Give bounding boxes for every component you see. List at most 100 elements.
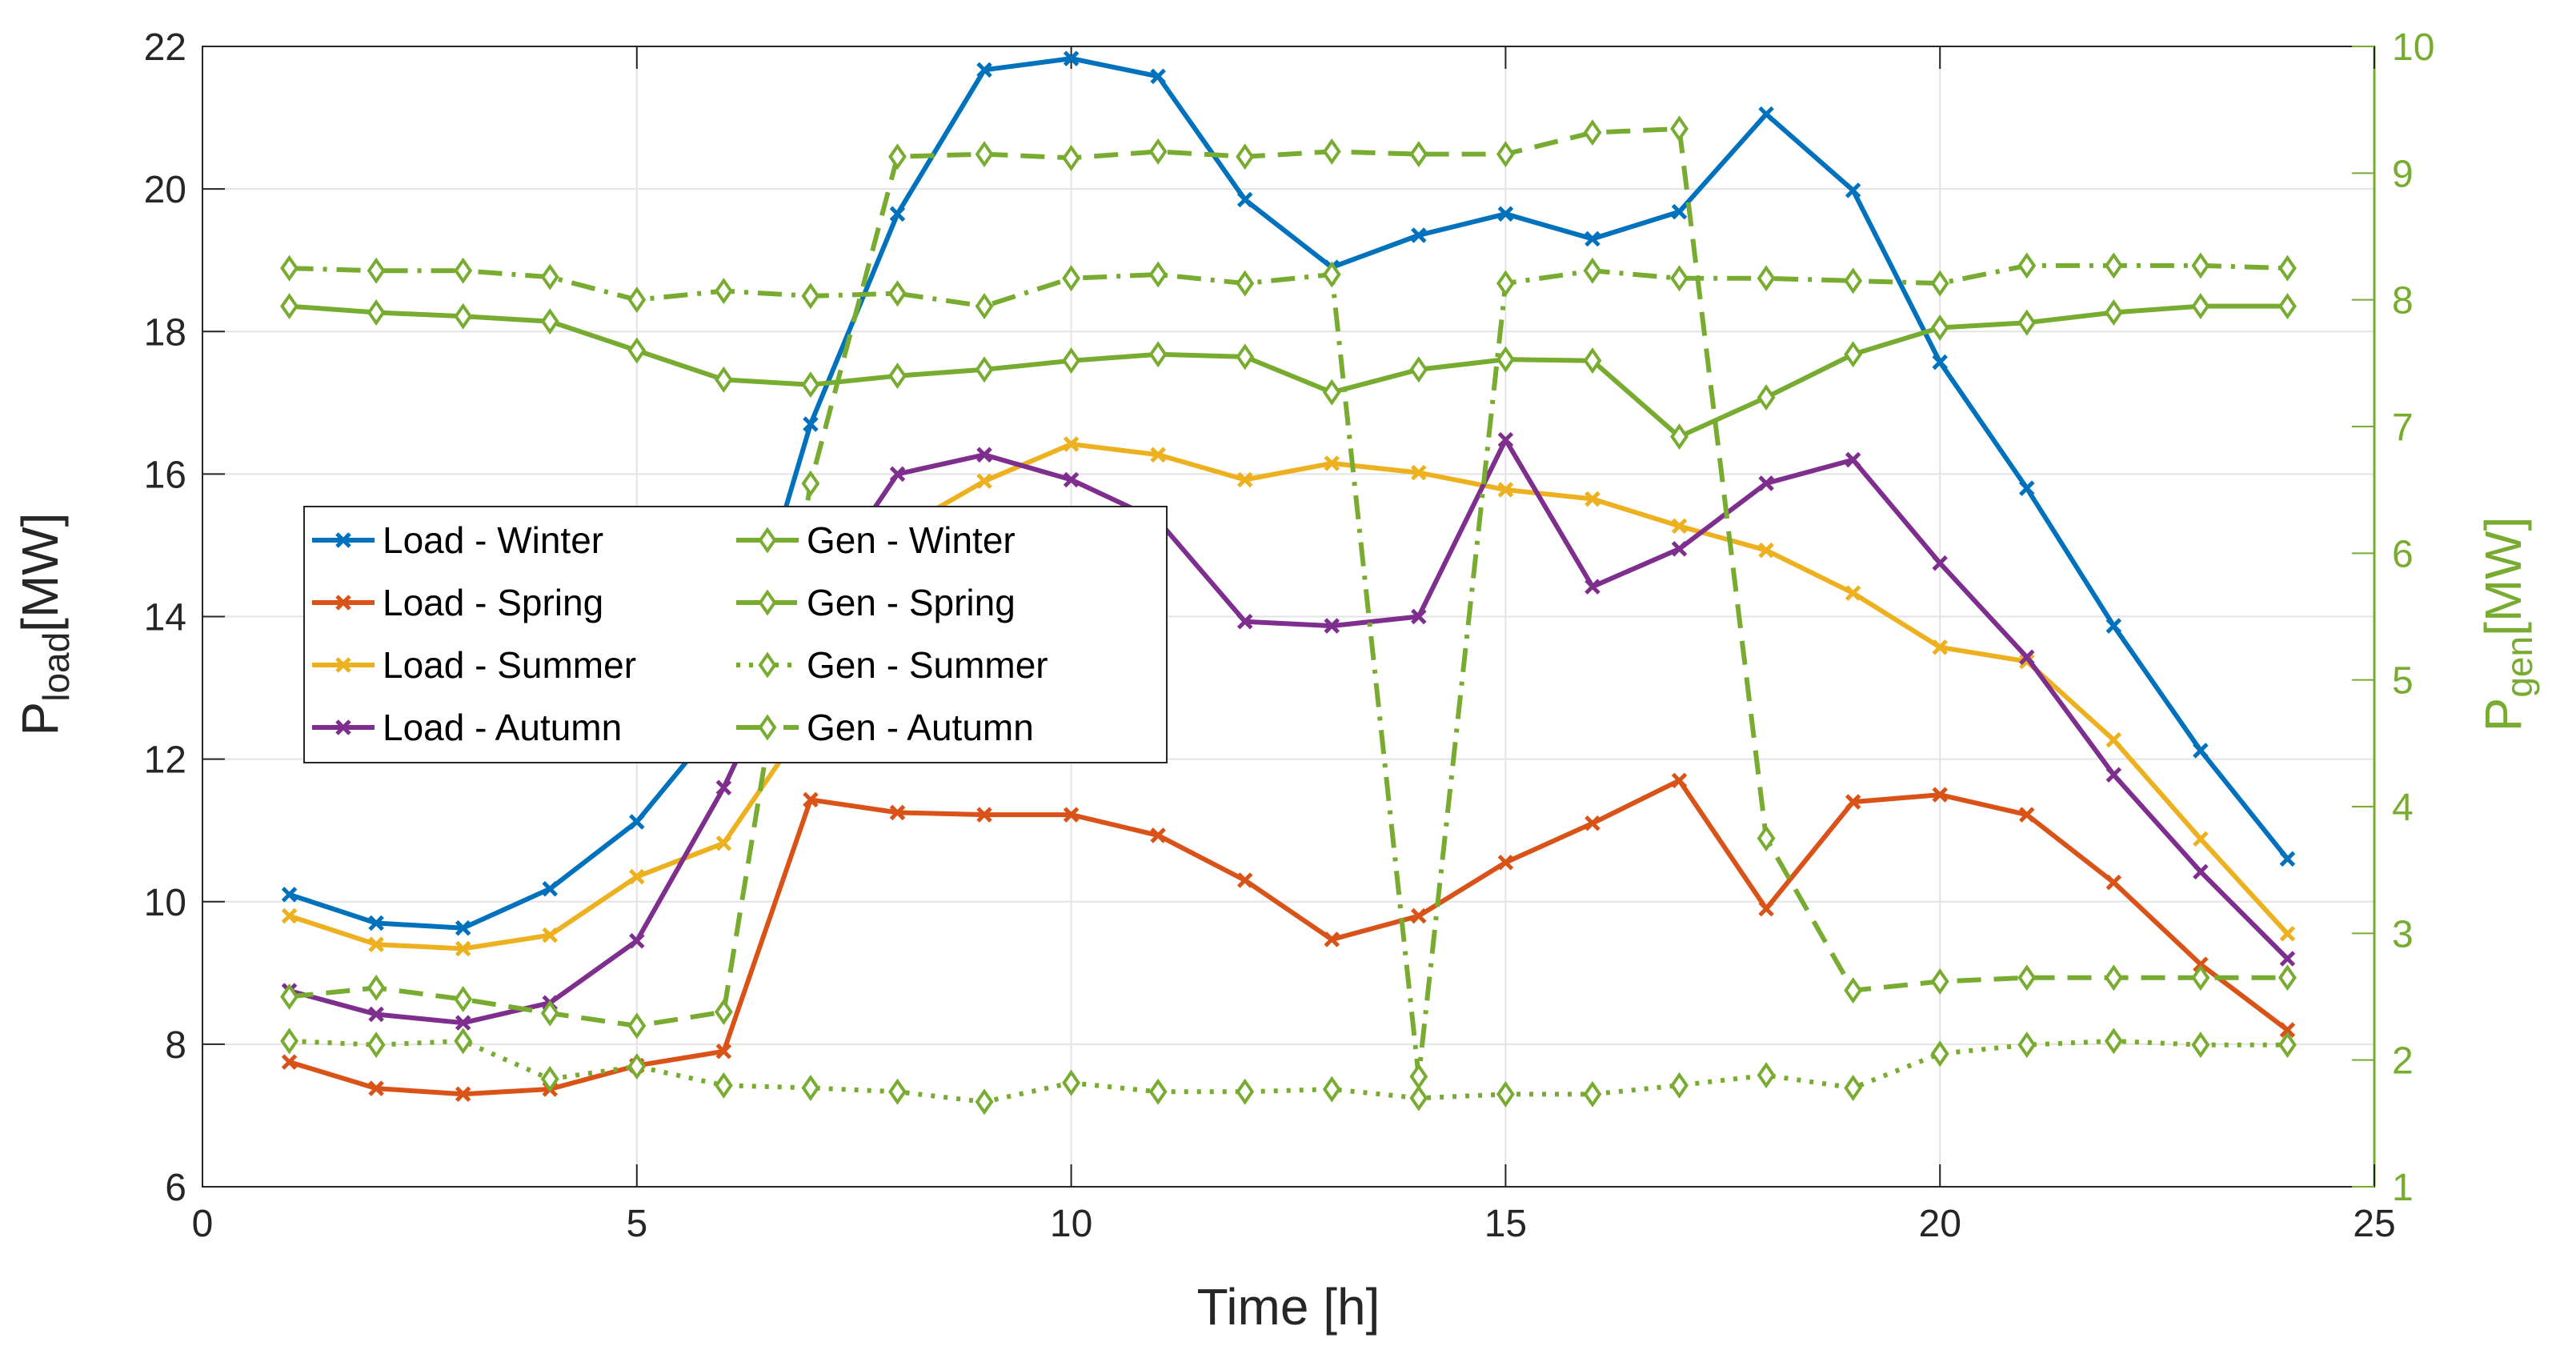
data-point — [540, 999, 559, 1027]
data-point — [2017, 1032, 2037, 1059]
data-point — [1148, 1078, 1168, 1105]
data-point — [1930, 314, 1949, 342]
data-point — [1845, 451, 1861, 468]
legend-marker — [335, 532, 351, 548]
data-point — [280, 1028, 298, 1055]
data-point — [368, 1080, 384, 1096]
x-tick-label: 10 — [1050, 1203, 1092, 1245]
legend-entry: Load - Summer — [312, 644, 636, 686]
data-point — [1411, 907, 1427, 924]
data-point — [2191, 293, 2210, 320]
series-line — [289, 1038, 2288, 1104]
data-point — [1671, 772, 1688, 789]
data-point — [2193, 863, 2209, 880]
legend-entry: Load - Spring — [312, 582, 603, 623]
data-point — [1583, 1080, 1602, 1108]
data-point — [368, 936, 384, 952]
y-left-title-sub: load — [35, 632, 77, 702]
data-point — [1150, 68, 1166, 85]
data-point — [1584, 230, 1600, 247]
data-point — [2191, 1032, 2210, 1059]
data-point — [1324, 455, 1340, 471]
data-point — [281, 907, 298, 924]
y-right-tick-label: 9 — [2392, 153, 2414, 195]
data-point — [629, 932, 645, 949]
y-left-tick-label: 8 — [165, 1024, 186, 1067]
data-point — [888, 1078, 907, 1105]
series-gen-autumn — [280, 252, 2297, 1090]
data-point — [889, 466, 906, 483]
data-point — [1322, 138, 1341, 165]
data-point — [1671, 518, 1688, 535]
series-line — [289, 303, 2288, 439]
data-point — [627, 286, 647, 314]
x-tick-label: 0 — [192, 1203, 214, 1245]
data-point — [1236, 270, 1255, 297]
data-point — [715, 1044, 732, 1060]
data-point — [1236, 143, 1255, 170]
series-load-spring — [281, 772, 2296, 1102]
y-right-tick-label: 5 — [2392, 660, 2414, 703]
data-point — [976, 447, 992, 463]
data-point — [2278, 293, 2297, 320]
y-right-axis-title: Pgen[MW] — [2474, 517, 2540, 732]
data-point — [281, 887, 298, 903]
data-point — [1322, 379, 1341, 406]
data-point — [2279, 926, 2296, 942]
data-point — [1583, 119, 1602, 146]
series-gen-spring — [280, 115, 2297, 1040]
data-point — [2104, 1028, 2123, 1055]
data-point — [1324, 618, 1340, 634]
data-point — [715, 779, 732, 796]
data-point — [1932, 354, 1948, 371]
data-point — [1236, 613, 1253, 630]
y-right-tick-label: 6 — [2392, 533, 2414, 575]
data-point — [1932, 639, 1948, 655]
y-right-tick-label: 8 — [2392, 280, 2414, 322]
data-point — [1930, 270, 1949, 297]
series-line — [288, 56, 2290, 931]
legend-marker — [335, 719, 351, 735]
data-point — [801, 1074, 820, 1102]
y-left-tick-label: 10 — [144, 882, 186, 924]
data-point — [627, 1053, 647, 1080]
data-point — [2193, 831, 2209, 847]
x-tick-label: 20 — [1919, 1203, 1961, 1245]
data-point — [1844, 977, 1863, 1004]
data-point — [1411, 227, 1427, 243]
data-point — [975, 1088, 994, 1116]
y-right-tick-label: 1 — [2392, 1167, 2414, 1209]
y-right-tick-label: 7 — [2392, 407, 2414, 449]
data-point — [2018, 480, 2035, 496]
y-left-tick-label: 12 — [144, 739, 186, 782]
data-point — [888, 280, 907, 307]
data-point — [1670, 265, 1689, 292]
data-point — [888, 143, 907, 170]
data-point — [715, 835, 732, 851]
data-point — [1757, 1062, 1776, 1089]
data-point — [1063, 50, 1080, 66]
data-point — [1236, 1078, 1255, 1105]
data-point — [1583, 257, 1602, 284]
data-point — [629, 868, 645, 885]
data-point — [1930, 1040, 1949, 1068]
series-load-summer — [281, 436, 2296, 957]
data-point — [1758, 900, 1774, 917]
data-point — [2017, 309, 2037, 336]
data-point — [2278, 254, 2297, 282]
data-point — [1411, 464, 1427, 481]
data-point — [2017, 252, 2037, 279]
data-point — [280, 983, 298, 1011]
data-point — [1062, 144, 1081, 171]
y-left-tick-label: 22 — [144, 26, 186, 69]
data-point — [455, 1086, 471, 1102]
data-point — [975, 293, 994, 320]
data-point — [1496, 141, 1515, 168]
data-point — [888, 363, 907, 390]
data-point — [1497, 206, 1514, 222]
data-point — [976, 62, 992, 78]
legend-marker — [758, 589, 777, 616]
data-point — [1932, 787, 1948, 803]
data-point — [1757, 384, 1776, 411]
series-layer — [280, 50, 2297, 1116]
